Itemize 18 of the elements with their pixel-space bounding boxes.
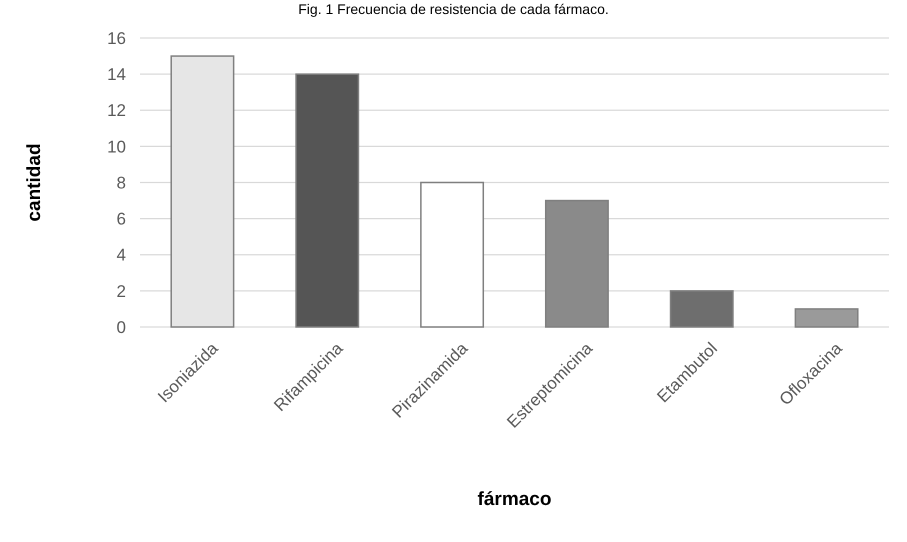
y-axis-title: cantidad [24, 143, 45, 222]
bar [420, 182, 484, 328]
y-tick-label: 8 [116, 173, 126, 192]
bar [794, 308, 859, 328]
chart-title: Fig. 1 Frecuencia de resistencia de cada fármaco. [298, 1, 609, 17]
y-tick-label: 6 [116, 210, 126, 229]
y-tick-label: 10 [107, 137, 126, 156]
y-tick-label: 16 [107, 28, 126, 48]
bar [295, 73, 360, 328]
y-tick-label: 12 [107, 101, 126, 120]
bar [170, 55, 234, 328]
bar [670, 290, 734, 328]
y-tick-label: 4 [116, 246, 126, 265]
bar [544, 200, 609, 328]
y-tick-label: 0 [116, 318, 126, 337]
x-axis-title: fármaco [478, 489, 552, 510]
y-tick-label: 14 [107, 65, 126, 84]
y-tick-label: 2 [116, 282, 126, 301]
